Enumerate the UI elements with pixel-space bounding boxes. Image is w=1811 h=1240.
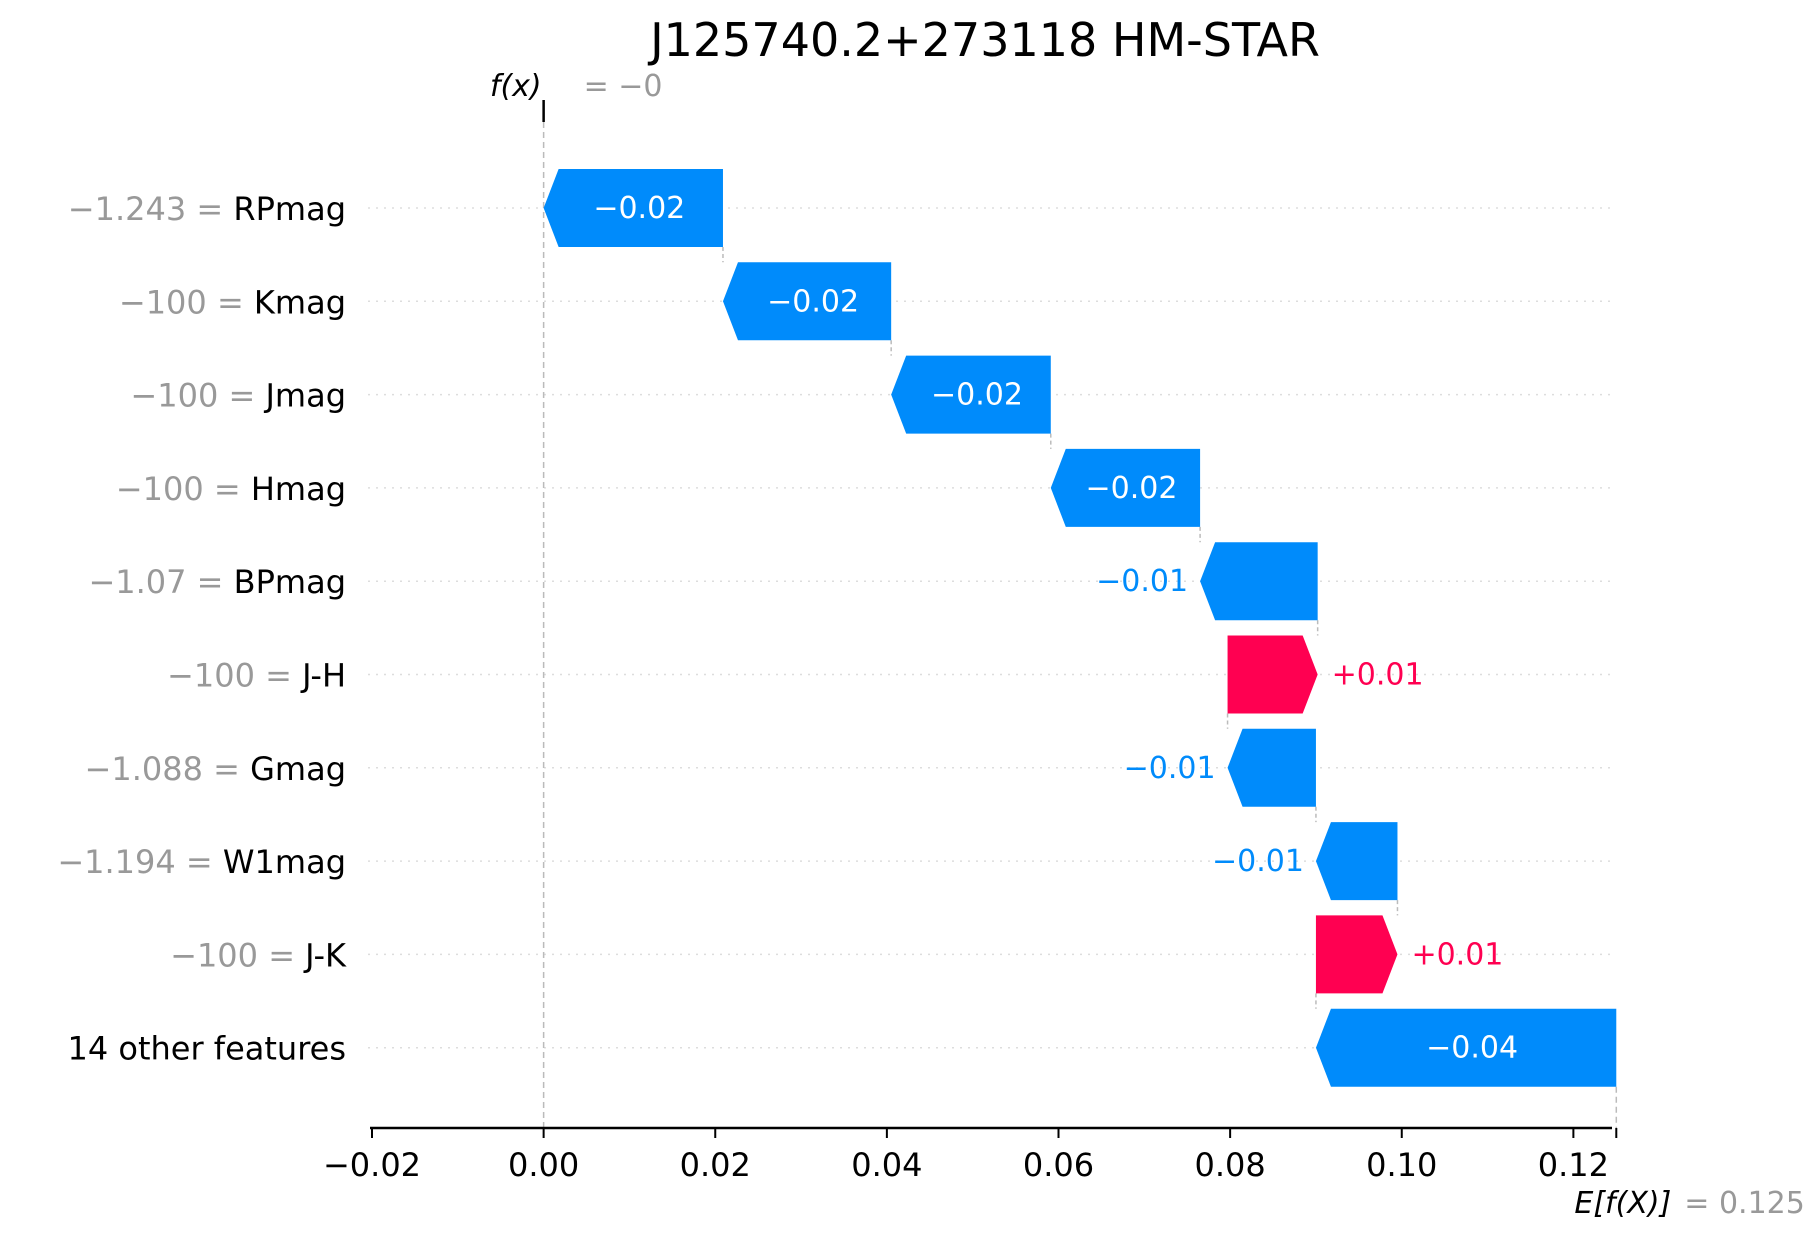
feature-label: −1.07 = BPmag bbox=[88, 563, 346, 601]
feature-value: −100 = bbox=[119, 283, 254, 321]
x-axis: −0.02 0.00 0.02 0.04 0.06 0.08 0.10 0.12 bbox=[323, 1126, 1618, 1184]
negative-contribution-bar bbox=[1315, 822, 1398, 901]
feature-value: −100 = bbox=[116, 470, 251, 508]
feature-value: −1.194 = bbox=[57, 843, 223, 881]
feature-name: Hmag bbox=[251, 470, 346, 508]
feature-name: BPmag bbox=[234, 563, 346, 601]
bar-value-label: −0.01 bbox=[1096, 564, 1188, 599]
x-tick-label: −0.02 bbox=[323, 1146, 421, 1184]
feature-value: −1.088 = bbox=[85, 750, 251, 788]
grid-layer bbox=[368, 100, 1618, 1128]
feature-label: −100 = Kmag bbox=[119, 283, 346, 321]
bars-layer: −0.02 −0.02 −0.02 −0.02 −0.01 +0.01 −0.01 −0.01… bbox=[543, 169, 1617, 1087]
bar-value-label: −0.02 bbox=[931, 378, 1023, 413]
positive-contribution-bar bbox=[1315, 915, 1398, 994]
x-tick-label: 0.02 bbox=[680, 1146, 751, 1184]
feature-name: Kmag bbox=[254, 283, 346, 321]
feature-label: −1.088 = Gmag bbox=[85, 750, 346, 788]
feature-name: J-H bbox=[300, 657, 346, 695]
positive-contribution-bar bbox=[1227, 635, 1318, 714]
negative-contribution-bar bbox=[1227, 728, 1316, 807]
feature-label: −1.194 = W1mag bbox=[57, 843, 346, 881]
x-tick-label: 0.04 bbox=[851, 1146, 922, 1184]
feature-label: −1.243 = RPmag bbox=[68, 190, 346, 228]
x-tick-label: 0.10 bbox=[1366, 1146, 1437, 1184]
feature-value: −100 = bbox=[130, 377, 265, 415]
x-tick-label: 0.08 bbox=[1195, 1146, 1266, 1184]
bar-value-label: −0.02 bbox=[593, 191, 685, 226]
feature-name: 14 other features bbox=[67, 1030, 346, 1068]
expected-value-value: = 0.125 bbox=[1684, 1186, 1805, 1221]
negative-contribution-bar bbox=[543, 169, 723, 247]
bar-value-label: +0.01 bbox=[1332, 658, 1424, 693]
feature-name: RPmag bbox=[233, 190, 346, 228]
feature-name: Jmag bbox=[263, 377, 346, 415]
feature-label: 14 other features bbox=[67, 1030, 346, 1068]
negative-contribution-bar bbox=[1200, 542, 1318, 621]
feature-name: W1mag bbox=[223, 843, 346, 881]
x-tick-label: 0.00 bbox=[508, 1146, 579, 1184]
bar-value-label: +0.01 bbox=[1411, 937, 1503, 972]
x-tick-label: 0.06 bbox=[1023, 1146, 1094, 1184]
fx-value: = −0 bbox=[584, 69, 663, 104]
feature-value: −1.07 = bbox=[88, 563, 233, 601]
bar-value-label: −0.01 bbox=[1212, 844, 1304, 879]
bar-value-label: −0.04 bbox=[1426, 1031, 1518, 1066]
bar-value-label: −0.02 bbox=[767, 284, 859, 319]
chart-title: J125740.2+273118 HM-STAR bbox=[647, 13, 1320, 67]
fx-label: f(x) bbox=[490, 69, 542, 104]
feature-name: J-K bbox=[303, 936, 347, 974]
feature-label: −100 = J-K bbox=[170, 936, 347, 974]
feature-value: −100 = bbox=[170, 936, 305, 974]
feature-name: Gmag bbox=[250, 750, 346, 788]
expected-value-label: E[f(X)] bbox=[1574, 1186, 1671, 1221]
negative-contribution-bar bbox=[722, 262, 892, 341]
x-tick-label: 0.12 bbox=[1538, 1146, 1609, 1184]
feature-label: −100 = J-H bbox=[167, 657, 346, 695]
feature-label: −100 = Hmag bbox=[116, 470, 346, 508]
bar-value-label: −0.02 bbox=[1085, 471, 1177, 506]
feature-value: −100 = bbox=[167, 657, 302, 695]
bar-value-label: −0.01 bbox=[1124, 751, 1216, 786]
feature-label: −100 = Jmag bbox=[130, 377, 346, 415]
negative-contribution-bar bbox=[891, 355, 1051, 434]
negative-contribution-bar bbox=[1050, 448, 1201, 527]
feature-value: −1.243 = bbox=[68, 190, 234, 228]
negative-contribution-bar bbox=[1315, 1008, 1617, 1087]
feature-labels: −1.243 = RPmag−100 = Kmag−100 = Jmag−100… bbox=[57, 190, 347, 1068]
